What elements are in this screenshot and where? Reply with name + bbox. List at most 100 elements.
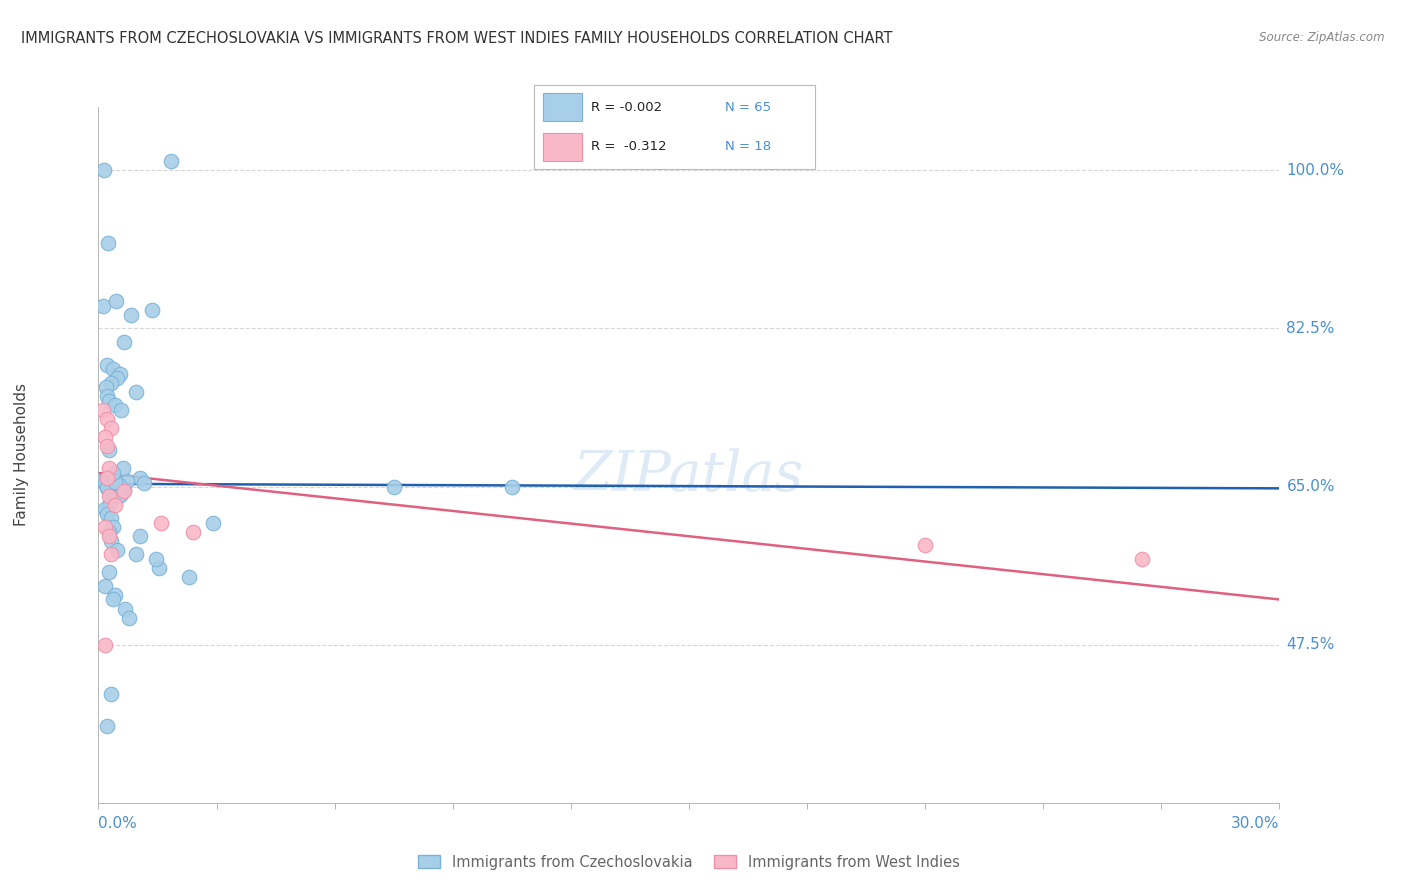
Point (104, 487, 127, 501)
Point (94, 380, 117, 394)
Point (93, 502, 115, 516)
Point (132, 475, 155, 490)
Point (96, 472, 118, 486)
Point (91, 474, 114, 488)
Point (105, 371, 128, 385)
Point (150, 516, 173, 530)
FancyBboxPatch shape (543, 94, 582, 121)
Point (141, 303, 163, 318)
Point (93, 638, 115, 652)
Point (100, 547, 122, 561)
Point (103, 362, 125, 376)
Point (105, 294, 128, 309)
Point (1130, 551, 1153, 566)
Point (93, 430, 115, 444)
Point (93, 579, 115, 593)
Point (177, 570, 200, 584)
Text: 30.0%: 30.0% (1232, 816, 1279, 831)
Point (108, 477, 131, 491)
Point (110, 402, 132, 417)
Point (128, 529, 150, 543)
Point (105, 542, 128, 557)
Point (101, 592, 124, 607)
Point (96, 470, 118, 484)
FancyBboxPatch shape (543, 133, 582, 161)
Point (101, 520, 124, 534)
Point (96, 389, 118, 403)
Point (98, 489, 121, 503)
Text: Source: ZipAtlas.com: Source: ZipAtlas.com (1260, 31, 1385, 45)
Point (128, 470, 150, 484)
Point (160, 154, 183, 169)
Point (91, 402, 114, 417)
Text: 82.5%: 82.5% (1286, 321, 1334, 336)
Point (101, 466, 124, 480)
Point (120, 308, 142, 322)
Point (181, 524, 204, 539)
Text: 65.0%: 65.0% (1286, 479, 1334, 494)
Point (501, 479, 523, 493)
Point (96, 411, 118, 425)
Point (914, 538, 936, 552)
Legend: Immigrants from Czechoslovakia, Immigrants from West Indies: Immigrants from Czechoslovakia, Immigran… (412, 849, 966, 876)
Point (108, 367, 131, 381)
Point (100, 687, 122, 701)
Point (98, 443, 121, 458)
Point (98, 529, 121, 543)
Point (97, 235, 120, 250)
Point (112, 483, 135, 498)
Point (100, 376, 122, 390)
Point (100, 493, 122, 508)
Point (100, 470, 122, 484)
Text: 100.0%: 100.0% (1286, 163, 1344, 178)
Point (112, 484, 135, 499)
Text: IMMIGRANTS FROM CZECHOSLOVAKIA VS IMMIGRANTS FROM WEST INDIES FAMILY HOUSEHOLDS : IMMIGRANTS FROM CZECHOSLOVAKIA VS IMMIGR… (21, 31, 893, 46)
Point (115, 474, 138, 488)
Point (108, 489, 131, 503)
Text: N = 18: N = 18 (725, 140, 772, 153)
Point (112, 334, 135, 349)
Point (98, 524, 121, 539)
Text: R = -0.002: R = -0.002 (591, 101, 662, 114)
Point (97, 498, 120, 512)
Point (100, 421, 122, 435)
Point (96, 479, 118, 493)
Point (98, 461, 121, 475)
Point (145, 551, 167, 566)
Point (101, 479, 124, 493)
Point (100, 511, 122, 525)
Point (114, 601, 136, 615)
Point (93, 475, 115, 490)
Text: ZIPatlas: ZIPatlas (574, 449, 804, 503)
Point (118, 610, 141, 624)
Point (104, 588, 127, 602)
Text: N = 65: N = 65 (725, 101, 772, 114)
Point (98, 566, 121, 580)
Point (125, 547, 148, 561)
Point (110, 487, 132, 501)
Point (382, 479, 405, 493)
Point (96, 719, 118, 733)
Point (201, 516, 224, 530)
Point (98, 393, 121, 408)
Text: 0.0%: 0.0% (98, 816, 138, 831)
Point (93, 520, 115, 534)
Point (105, 489, 128, 503)
Point (111, 461, 134, 475)
Point (96, 439, 118, 453)
Point (104, 475, 127, 489)
Point (96, 481, 118, 495)
Point (100, 533, 122, 548)
Point (93, 163, 115, 178)
Text: R =  -0.312: R = -0.312 (591, 140, 666, 153)
Point (148, 561, 170, 575)
Text: 47.5%: 47.5% (1286, 637, 1334, 652)
Point (104, 498, 127, 512)
Point (91, 299, 114, 313)
Point (97, 477, 120, 491)
Point (96, 358, 118, 372)
Point (125, 384, 148, 399)
Point (104, 398, 127, 412)
Text: Family Households: Family Households (14, 384, 28, 526)
Point (96, 507, 118, 521)
